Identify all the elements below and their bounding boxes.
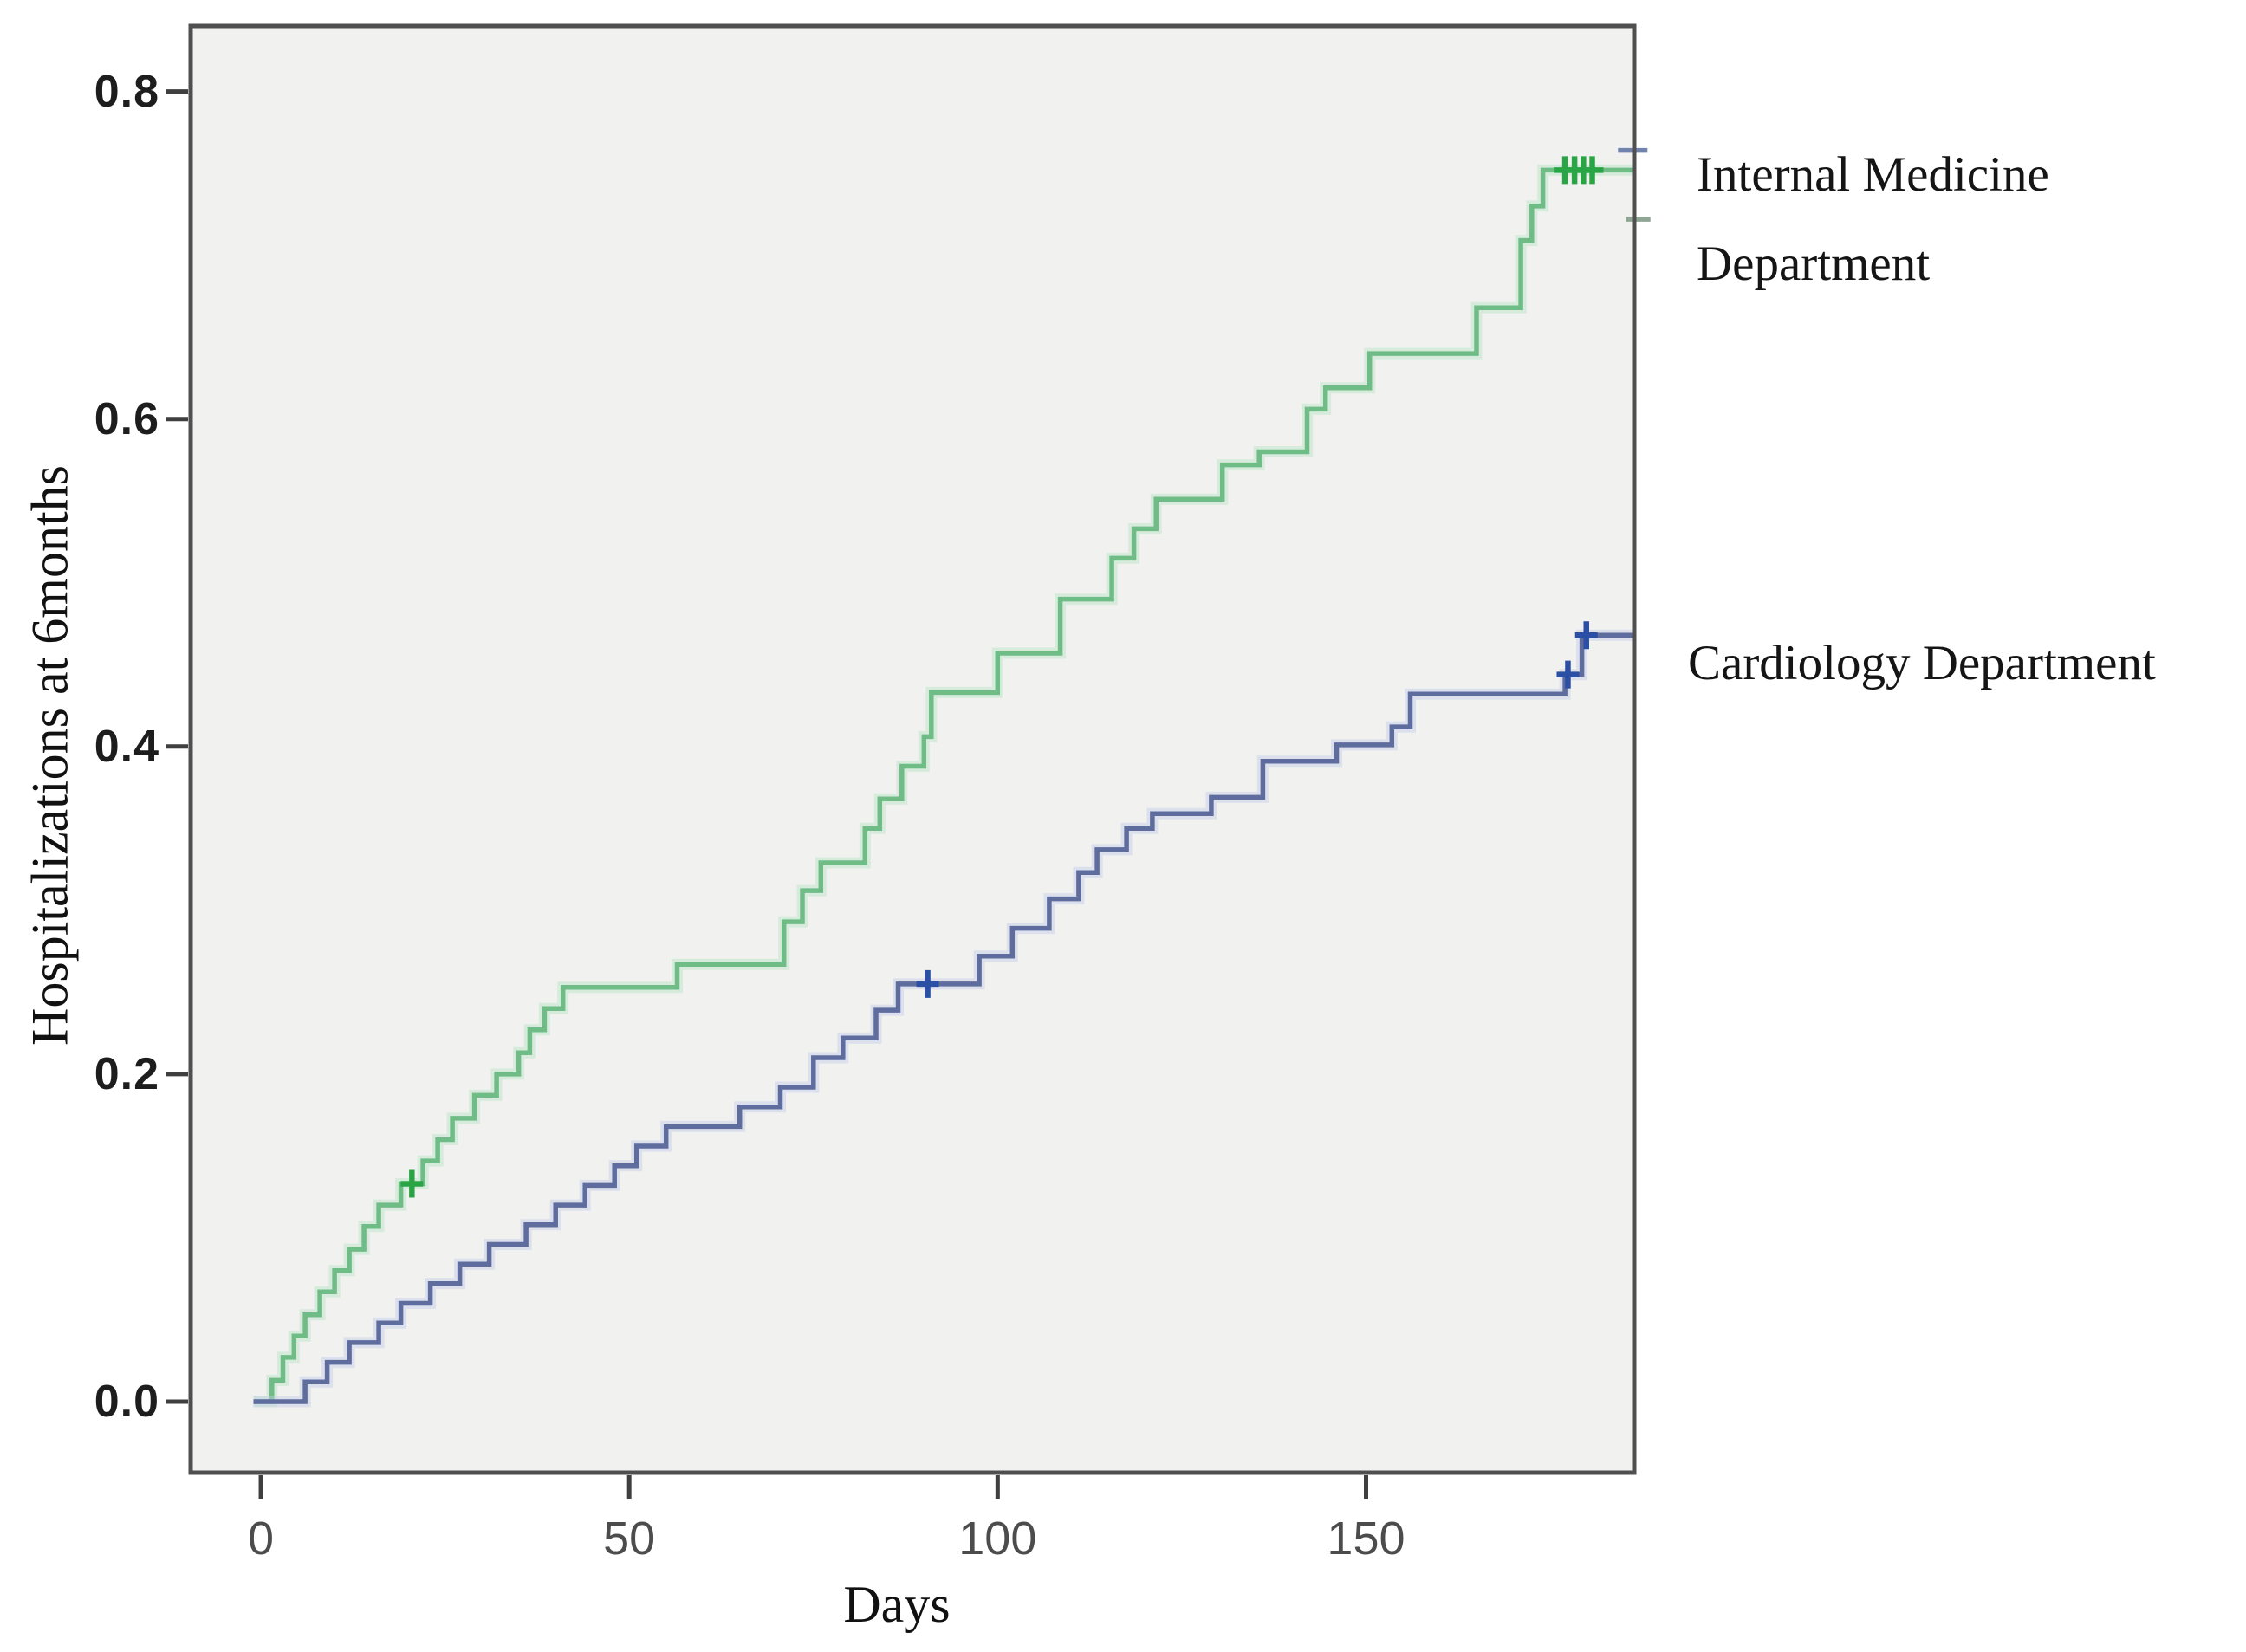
cardiology-curve-censor-mark [1556,660,1580,689]
legend-internal-medicine-line1: Internal Medicine [1697,147,2049,202]
x-axis-title: Days [843,1576,951,1633]
y-tick-label: 0.2 [94,1048,159,1099]
internal-medicine-curve-censor-mark [400,1169,424,1198]
y-tick-label: 0.8 [94,66,159,117]
x-tick-label: 0 [248,1513,275,1565]
y-tick-label: 0.0 [94,1376,159,1427]
internal-medicine-curve-censor-mark [1581,156,1604,185]
legend-internal-medicine: Internal Medicine Department [1697,130,2049,308]
legend-cardiology: Cardiology Department [1688,636,2156,690]
cardiology-curve-censor-mark [1574,621,1598,650]
y-tick-label: 0.4 [94,721,159,772]
x-tick-label: 100 [958,1513,1037,1565]
cardiology-curve-censor-mark [916,969,939,998]
y-tick-label: 0.6 [94,393,159,444]
x-tick-label: 150 [1327,1513,1405,1565]
y-axis-title: Hospitalizations at 6months [21,465,79,1046]
plot-area [191,26,1634,1473]
cardiology-curve [253,632,1633,1404]
legend-internal-medicine-line2: Department [1697,236,1931,291]
x-tick-label: 50 [603,1513,656,1565]
plot-border [188,23,1637,1475]
internal-medicine-curve [253,167,1633,1404]
